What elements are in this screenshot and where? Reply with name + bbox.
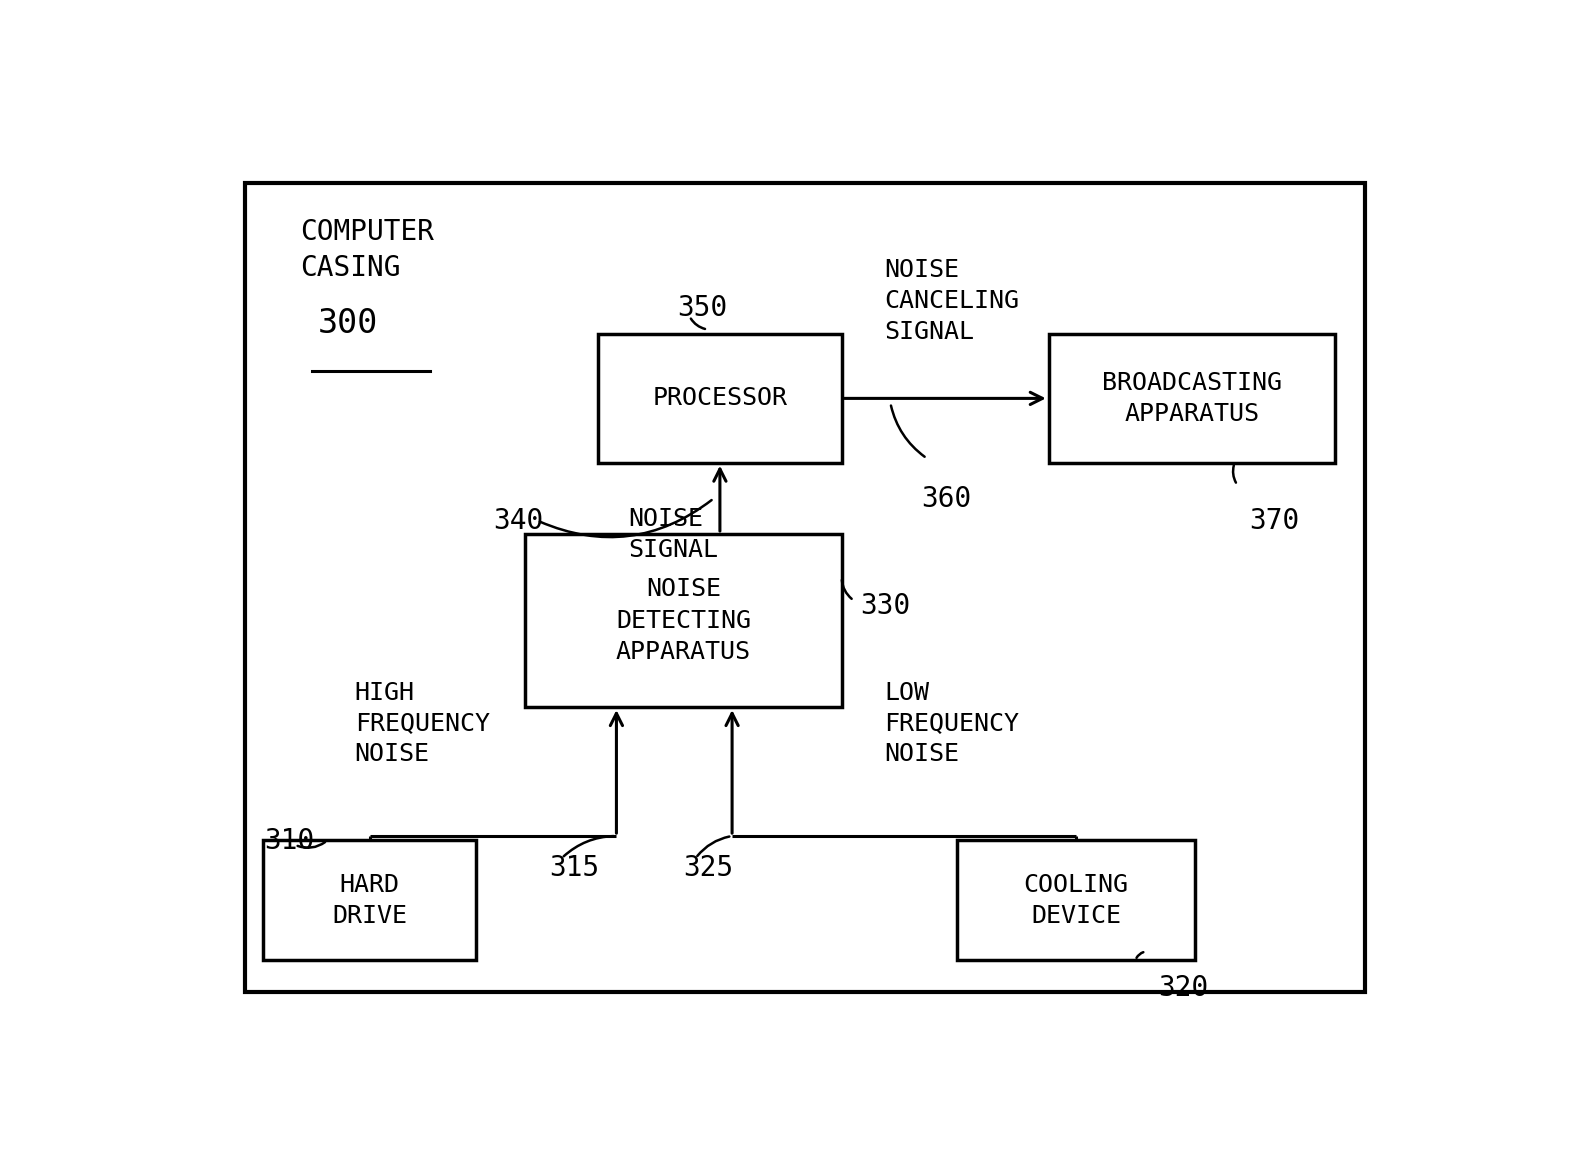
Bar (599, 334, 842, 463)
Text: 340: 340 (493, 508, 544, 535)
Text: 330: 330 (859, 592, 910, 620)
Text: HARD
DRIVE: HARD DRIVE (333, 872, 407, 928)
Text: NOISE
DETECTING
APPARATUS: NOISE DETECTING APPARATUS (616, 577, 751, 665)
Text: PROCESSOR: PROCESSOR (652, 387, 787, 411)
Text: 350: 350 (677, 294, 727, 322)
Text: 370: 370 (1249, 508, 1299, 535)
Text: COOLING
DEVICE: COOLING DEVICE (1024, 872, 1128, 928)
Text: 325: 325 (683, 854, 734, 882)
Text: 320: 320 (1158, 974, 1208, 1002)
Bar (957, 840, 1194, 960)
Text: NOISE
CANCELING
SIGNAL: NOISE CANCELING SIGNAL (884, 258, 1020, 344)
Text: 310: 310 (264, 827, 314, 855)
Text: 315: 315 (550, 854, 600, 882)
Text: COMPUTER
CASING: COMPUTER CASING (300, 218, 434, 282)
Text: 300: 300 (317, 307, 379, 340)
Text: HIGH
FREQUENCY
NOISE: HIGH FREQUENCY NOISE (355, 681, 490, 766)
Bar (525, 534, 842, 707)
Bar (264, 840, 476, 960)
Text: BROADCASTING
APPARATUS: BROADCASTING APPARATUS (1101, 370, 1282, 426)
Bar (1048, 334, 1335, 463)
Text: 360: 360 (921, 485, 971, 514)
Text: LOW
FREQUENCY
NOISE: LOW FREQUENCY NOISE (884, 681, 1020, 766)
Text: NOISE
SIGNAL: NOISE SIGNAL (628, 508, 718, 562)
